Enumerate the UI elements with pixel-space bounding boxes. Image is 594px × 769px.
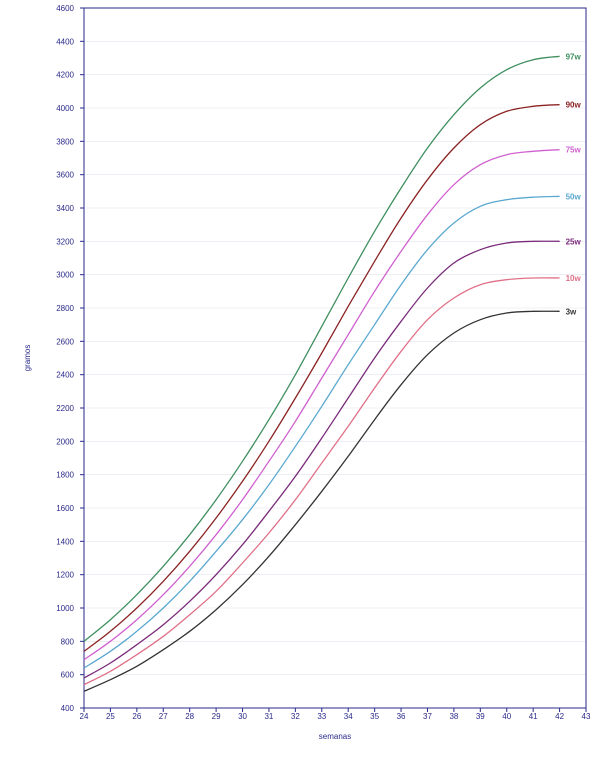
y-tick-label: 1400 [56, 537, 74, 546]
y-tick-label: 400 [61, 704, 75, 713]
y-tick-label: 1600 [56, 504, 74, 513]
series-line-90th [83, 104, 560, 652]
y-axis-label: gramos [23, 345, 32, 372]
y-tick-label: 4600 [56, 4, 74, 13]
y-tick-label: 2600 [56, 337, 74, 346]
x-tick-label: 32 [291, 712, 300, 721]
series-label: 97w [566, 52, 582, 61]
x-tick-label: 40 [502, 712, 511, 721]
x-tick-label: 43 [582, 712, 591, 721]
series-line-3rd [83, 310, 560, 692]
y-tick-label: 3400 [56, 204, 74, 213]
y-tick-label: 600 [61, 671, 75, 680]
series-label: 90w [566, 101, 582, 110]
x-tick-label: 38 [449, 712, 458, 721]
y-tick-label: 2200 [56, 404, 74, 413]
y-tick-label: 2800 [56, 304, 74, 313]
x-ticks: 24 25 26 27 28 29 30 31 32 33 34 35 36 37 38 39 40 41 42 43 [80, 708, 591, 721]
x-tick-label: 24 [80, 712, 89, 721]
x-tick-label: 31 [264, 712, 273, 721]
x-tick-label: 41 [529, 712, 538, 721]
y-tick-label: 4200 [56, 71, 74, 80]
series-label-layer: 97w 90w 75w 50w 25w 10w 3w [566, 52, 582, 316]
x-axis-label: semanas [319, 732, 351, 741]
y-tick-label: 2400 [56, 371, 74, 380]
y-tick-label: 1800 [56, 471, 74, 480]
series-line-97th [83, 55, 560, 642]
series-label: 3w [566, 307, 577, 316]
series-line-75th [83, 149, 560, 661]
x-tick-label: 42 [555, 712, 564, 721]
series-label: 50w [566, 192, 582, 201]
y-tick-label: 1200 [56, 571, 74, 580]
x-tick-label: 25 [106, 712, 115, 721]
x-tick-label: 26 [132, 712, 141, 721]
y-tick-label: 3800 [56, 137, 74, 146]
series-line-25th [83, 240, 560, 679]
series-layer [83, 55, 560, 692]
y-tick-label: 800 [61, 637, 75, 646]
y-tick-label: 2000 [56, 437, 74, 446]
y-ticks: 400 600 800 1000 1200 1400 1600 1800 2000 2200 240… [56, 4, 84, 713]
plot-frame [83, 7, 587, 709]
series-label: 25w [566, 237, 582, 246]
y-tick-label: 3000 [56, 271, 74, 280]
x-tick-label: 36 [397, 712, 406, 721]
x-tick-label: 34 [344, 712, 353, 721]
x-tick-label: 27 [159, 712, 168, 721]
series-label: 10w [566, 274, 582, 283]
x-tick-label: 33 [317, 712, 326, 721]
series-line-50th [83, 195, 560, 669]
series-label: 75w [566, 146, 582, 155]
x-tick-label: 39 [476, 712, 485, 721]
x-tick-label: 35 [370, 712, 379, 721]
y-tick-label: 4400 [56, 37, 74, 46]
y-tick-label: 3200 [56, 237, 74, 246]
grid-layer [84, 7, 586, 709]
y-tick-label: 1000 [56, 604, 74, 613]
x-tick-label: 28 [185, 712, 194, 721]
x-tick-label: 29 [212, 712, 221, 721]
y-tick-label: 4000 [56, 104, 74, 113]
x-tick-label: 37 [423, 712, 432, 721]
y-tick-label: 3600 [56, 171, 74, 180]
series-line-10th [83, 277, 560, 686]
x-tick-label: 30 [238, 712, 247, 721]
